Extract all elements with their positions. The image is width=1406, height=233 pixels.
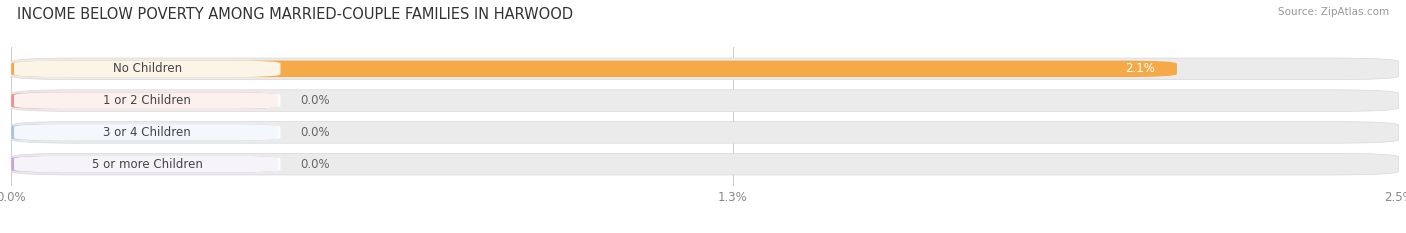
Text: 0.0%: 0.0% bbox=[299, 158, 329, 171]
FancyBboxPatch shape bbox=[11, 90, 1399, 111]
Text: 3 or 4 Children: 3 or 4 Children bbox=[104, 126, 191, 139]
Text: 2.1%: 2.1% bbox=[1125, 62, 1154, 75]
Text: 1 or 2 Children: 1 or 2 Children bbox=[103, 94, 191, 107]
FancyBboxPatch shape bbox=[11, 61, 1177, 77]
FancyBboxPatch shape bbox=[11, 58, 1399, 80]
FancyBboxPatch shape bbox=[11, 153, 1399, 175]
Text: 0.0%: 0.0% bbox=[299, 94, 329, 107]
Text: INCOME BELOW POVERTY AMONG MARRIED-COUPLE FAMILIES IN HARWOOD: INCOME BELOW POVERTY AMONG MARRIED-COUPL… bbox=[17, 7, 574, 22]
Text: Source: ZipAtlas.com: Source: ZipAtlas.com bbox=[1278, 7, 1389, 17]
FancyBboxPatch shape bbox=[11, 124, 278, 141]
FancyBboxPatch shape bbox=[11, 122, 1399, 143]
FancyBboxPatch shape bbox=[11, 92, 278, 109]
Text: No Children: No Children bbox=[112, 62, 181, 75]
FancyBboxPatch shape bbox=[14, 124, 280, 141]
FancyBboxPatch shape bbox=[11, 156, 278, 172]
Text: 0.0%: 0.0% bbox=[299, 126, 329, 139]
Text: 5 or more Children: 5 or more Children bbox=[91, 158, 202, 171]
FancyBboxPatch shape bbox=[14, 92, 280, 109]
FancyBboxPatch shape bbox=[14, 61, 280, 77]
FancyBboxPatch shape bbox=[14, 156, 280, 172]
